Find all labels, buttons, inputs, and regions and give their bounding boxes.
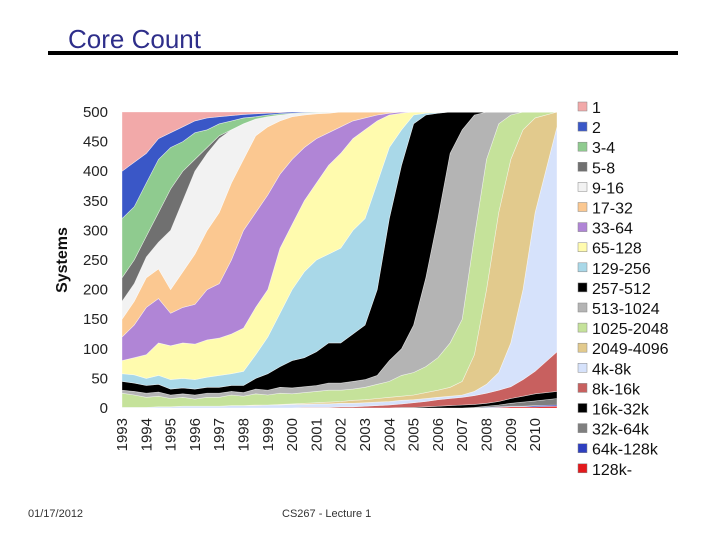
slide-title: Core Count (68, 24, 201, 54)
x-tick-label: 2002 (333, 418, 350, 451)
y-tick-label: 100 (83, 341, 108, 358)
legend-label: 65-128 (592, 241, 642, 258)
x-tick-label: 1999 (260, 418, 277, 451)
y-tick-label: 50 (91, 370, 108, 387)
legend-label: 257-512 (592, 281, 651, 298)
legend-label: 17-32 (592, 201, 633, 218)
x-tick-label: 1995 (163, 418, 180, 451)
legend-label: 4k-8k (592, 361, 632, 378)
legend-label: 2049-4096 (592, 341, 669, 358)
legend-label: 5-8 (592, 160, 615, 177)
x-tick-label: 2010 (527, 418, 544, 451)
y-tick-label: 400 (83, 163, 108, 180)
legend-label: 33-64 (592, 221, 633, 238)
legend-swatch (577, 121, 588, 132)
legend-swatch (577, 403, 588, 413)
legend-label: 1025-2048 (592, 321, 669, 338)
y-tick-label: 350 (83, 193, 108, 210)
x-tick-label: 2001 (308, 418, 325, 451)
legend-label: 8k-16k (592, 381, 641, 398)
x-tick-label: 2003 (357, 418, 374, 451)
x-tick-label: 2004 (381, 418, 398, 451)
y-tick-label: 300 (83, 222, 108, 239)
legend-label: 1 (592, 100, 601, 117)
legend-swatch (577, 141, 588, 152)
legend-swatch (577, 162, 588, 172)
legend-swatch (577, 302, 588, 313)
legend-swatch (577, 222, 588, 232)
legend-label: 3-4 (592, 140, 615, 157)
y-tick-label: 200 (83, 282, 108, 299)
legend-label: 9-16 (592, 180, 624, 197)
x-tick-label: 2009 (503, 418, 520, 451)
footer-lecture: CS267 - Lecture 1 (282, 508, 372, 520)
legend-swatch (577, 242, 588, 252)
legend-label: 16k-32k (592, 402, 650, 419)
area-1 (121, 111, 557, 172)
legend-swatch (577, 282, 588, 293)
y-tick-label: 0 (100, 400, 108, 417)
x-tick-label: 1997 (211, 418, 228, 451)
legend-swatch (577, 363, 588, 373)
title-rule (48, 51, 678, 55)
legend-label: 2 (592, 120, 601, 137)
x-tick-label: 1998 (236, 418, 253, 451)
y-tick-label: 150 (83, 311, 108, 328)
x-tick-label: 2005 (406, 418, 423, 451)
x-tick-label: 1994 (138, 418, 155, 451)
legend-label: 64k-128k (592, 442, 659, 459)
x-tick-label: 2006 (430, 418, 447, 451)
legend-swatch (577, 322, 588, 333)
legend-swatch (577, 443, 588, 453)
legend-swatch (577, 383, 588, 393)
legend-label: 32k-64k (592, 422, 650, 439)
x-tick-label: 2000 (284, 418, 301, 451)
y-tick-label: 500 (83, 104, 108, 121)
legend-swatch (577, 423, 588, 433)
x-tick-label: 2008 (479, 418, 496, 451)
x-tick-label: 2007 (454, 418, 471, 451)
legend-swatch (577, 342, 588, 353)
legend-label: 513-1024 (592, 301, 660, 318)
legend-swatch (577, 262, 588, 273)
y-axis-label: Systems (54, 227, 71, 293)
y-tick-label: 250 (83, 252, 108, 269)
legend-label: 128k- (592, 462, 632, 479)
legend-label: 129-256 (592, 261, 651, 278)
legend-swatch (577, 463, 588, 474)
x-tick-label: 1996 (187, 418, 204, 451)
legend-swatch (577, 202, 588, 212)
y-tick-label: 450 (83, 134, 108, 151)
footer-date: 01/17/2012 (28, 508, 84, 520)
legend-swatch (577, 182, 588, 192)
x-tick-label: 1993 (114, 418, 131, 451)
legend-swatch (577, 101, 588, 112)
